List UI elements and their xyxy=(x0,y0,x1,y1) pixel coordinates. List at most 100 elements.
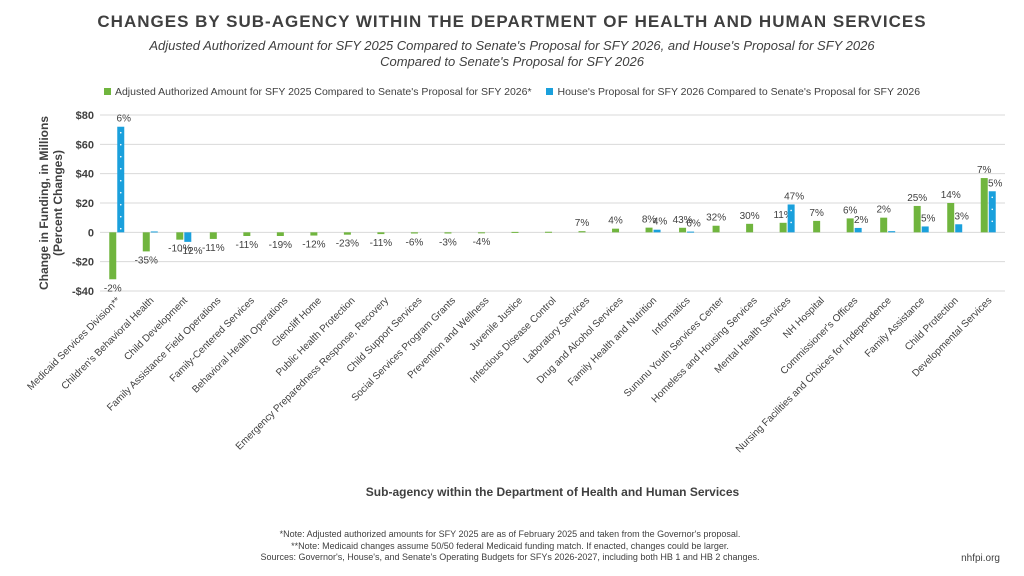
bar-house xyxy=(988,191,996,233)
subtitle-line-1: Adjusted Authorized Amount for SFY 2025 … xyxy=(149,38,875,53)
data-label-house: 4% xyxy=(653,217,668,228)
site-url: nhfpi.org xyxy=(961,553,1000,564)
x-tick-label: Emergency Preparedness Response, Recover… xyxy=(234,295,391,452)
bar-house xyxy=(921,226,929,233)
bar-senate xyxy=(712,225,720,233)
chart-legend: Adjusted Authorized Amount for SFY 2025 … xyxy=(0,86,1024,98)
bar-senate xyxy=(377,232,385,235)
bar-senate xyxy=(645,227,653,233)
bar-house xyxy=(117,126,125,233)
data-label-senate: 25% xyxy=(907,193,927,204)
data-label-senate: -19% xyxy=(269,240,292,251)
bar-dot xyxy=(119,215,122,218)
bar-senate xyxy=(746,223,754,233)
data-label-senate: -6% xyxy=(406,238,424,249)
data-label-senate: 6% xyxy=(843,205,858,216)
bar-dot xyxy=(119,167,122,170)
bar-senate xyxy=(545,231,552,233)
bar-dot xyxy=(119,227,122,230)
bar-dot xyxy=(119,155,122,158)
bar-dot xyxy=(119,191,122,194)
bar-senate xyxy=(880,217,888,233)
bar-senate xyxy=(142,232,150,252)
footnote-2: **Note: Medicaid changes assume 50/50 fe… xyxy=(291,540,729,551)
y-tick-label: 0 xyxy=(88,227,94,239)
chart-subtitle: Adjusted Authorized Amount for SFY 2025 … xyxy=(112,38,912,70)
subtitle-line-2: Compared to Senate's Proposal for SFY 20… xyxy=(380,54,644,69)
y-tick-label: $60 xyxy=(76,139,94,151)
bar-dot xyxy=(119,143,122,146)
bar-house xyxy=(955,224,963,233)
data-label-senate: 30% xyxy=(740,211,760,222)
bar-dot xyxy=(991,208,994,211)
data-label-senate: 7% xyxy=(977,165,992,176)
y-axis-title: Change in Funding, in Millions xyxy=(37,116,51,290)
y-tick-label: -$20 xyxy=(72,257,94,269)
bar-senate xyxy=(109,232,117,280)
bar-senate xyxy=(243,232,251,236)
data-label-senate: -12% xyxy=(302,240,325,251)
bar-senate xyxy=(276,232,284,236)
footnotes: *Note: Adjusted authorized amounts for S… xyxy=(180,529,840,564)
bar-house xyxy=(888,231,896,233)
data-label-senate: -3% xyxy=(439,238,457,249)
y-tick-label: $20 xyxy=(76,198,94,210)
bar-senate xyxy=(176,232,184,240)
data-label-senate: -2% xyxy=(104,283,122,294)
data-label-senate: -11% xyxy=(236,240,259,251)
y-tick-label: -$40 xyxy=(72,286,94,298)
data-label-senate: -35% xyxy=(135,255,158,266)
bar-house xyxy=(787,204,795,233)
bar-senate xyxy=(980,178,988,233)
x-tick-label: Child Development xyxy=(122,295,190,363)
bar-senate xyxy=(578,231,586,233)
bar-senate xyxy=(846,218,854,233)
data-label-senate: 32% xyxy=(706,213,726,224)
bar-dot xyxy=(790,209,792,212)
bar-senate xyxy=(779,222,787,233)
data-label-senate: 2% xyxy=(876,205,891,216)
legend-label-house: House's Proposal for SFY 2026 Compared t… xyxy=(557,86,921,98)
bar-dot xyxy=(119,131,122,134)
data-label-senate: 8% xyxy=(642,215,657,226)
data-label-senate: -11% xyxy=(370,238,393,249)
bar-senate xyxy=(913,205,921,233)
data-label-senate: -23% xyxy=(336,239,359,250)
footnote-sources: Sources: Governor's, House's, and Senate… xyxy=(260,552,760,562)
data-label-house: 6% xyxy=(686,219,701,230)
x-tick-label: Family Assistance xyxy=(863,295,928,360)
data-label-house: 5% xyxy=(988,178,1003,189)
data-label-house: 3% xyxy=(954,211,969,222)
bar-house xyxy=(854,227,862,233)
data-label-senate: 11% xyxy=(773,210,792,221)
x-tick-label: Nursing Facilities and Choices for Indep… xyxy=(734,295,894,455)
y-tick-label: $40 xyxy=(76,169,94,181)
data-label-house: 5% xyxy=(921,213,936,224)
bar-senate xyxy=(612,228,620,233)
bar-dot xyxy=(991,220,994,223)
data-label-senate: 4% xyxy=(608,216,623,227)
bar-house xyxy=(687,231,695,233)
legend-swatch-blue xyxy=(546,88,554,95)
bar-dot xyxy=(790,221,792,224)
footnote-1: *Note: Adjusted authorized amounts for S… xyxy=(279,529,741,539)
bar-senate xyxy=(209,232,217,239)
bar-senate xyxy=(679,227,687,233)
bar-senate xyxy=(310,232,318,236)
legend-swatch-green xyxy=(103,88,111,95)
legend-item-senate: Adjusted Authorized Amount for SFY 2025 … xyxy=(103,86,532,98)
x-axis-title: Sub-agency within the Department of Heal… xyxy=(366,485,740,499)
data-label-senate: -11% xyxy=(202,243,225,254)
bar-senate xyxy=(511,231,519,233)
bar-senate xyxy=(477,232,485,234)
bar-dot xyxy=(119,179,122,182)
data-label-house: 47% xyxy=(784,191,804,202)
bar-senate xyxy=(444,232,452,234)
bar-senate xyxy=(410,232,418,234)
bar-senate xyxy=(947,203,955,233)
bar-senate xyxy=(813,220,821,233)
data-label-senate: 43% xyxy=(673,215,693,226)
data-label-house: 2% xyxy=(854,215,869,226)
bar-house xyxy=(184,232,192,242)
legend-item-house: House's Proposal for SFY 2026 Compared t… xyxy=(546,86,920,98)
